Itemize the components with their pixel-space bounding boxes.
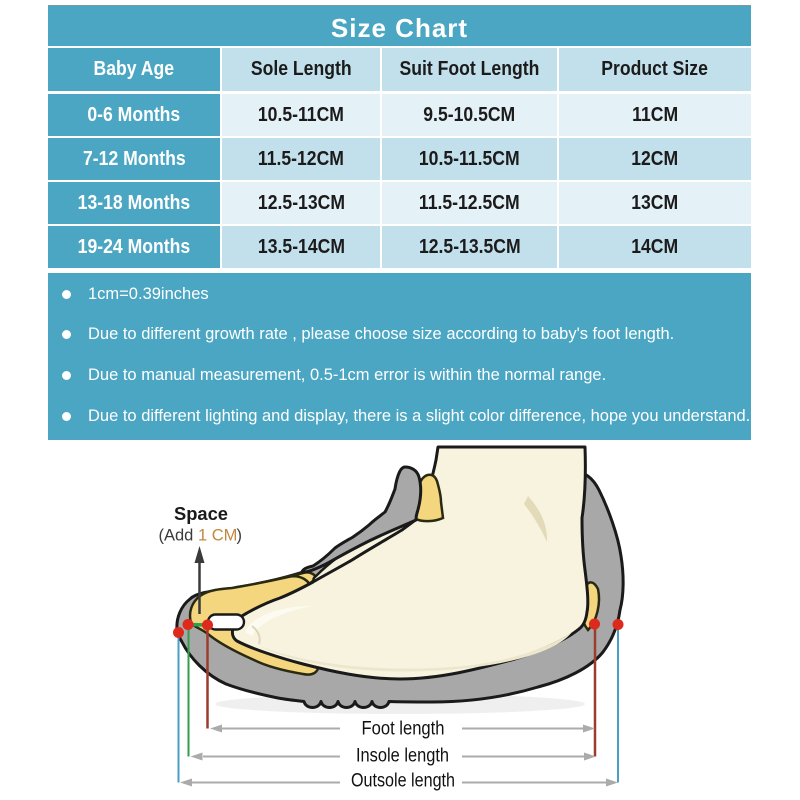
svg-text:(Add: (Add [159,527,194,545]
svg-text:): ) [237,527,243,545]
svg-text:Insole length: Insole length [356,746,449,767]
svg-text:Foot length: Foot length [362,719,445,740]
svg-text:Space: Space [174,504,228,524]
svg-text:Outsole length: Outsole length [351,771,455,792]
svg-text:1 CM: 1 CM [198,527,237,545]
